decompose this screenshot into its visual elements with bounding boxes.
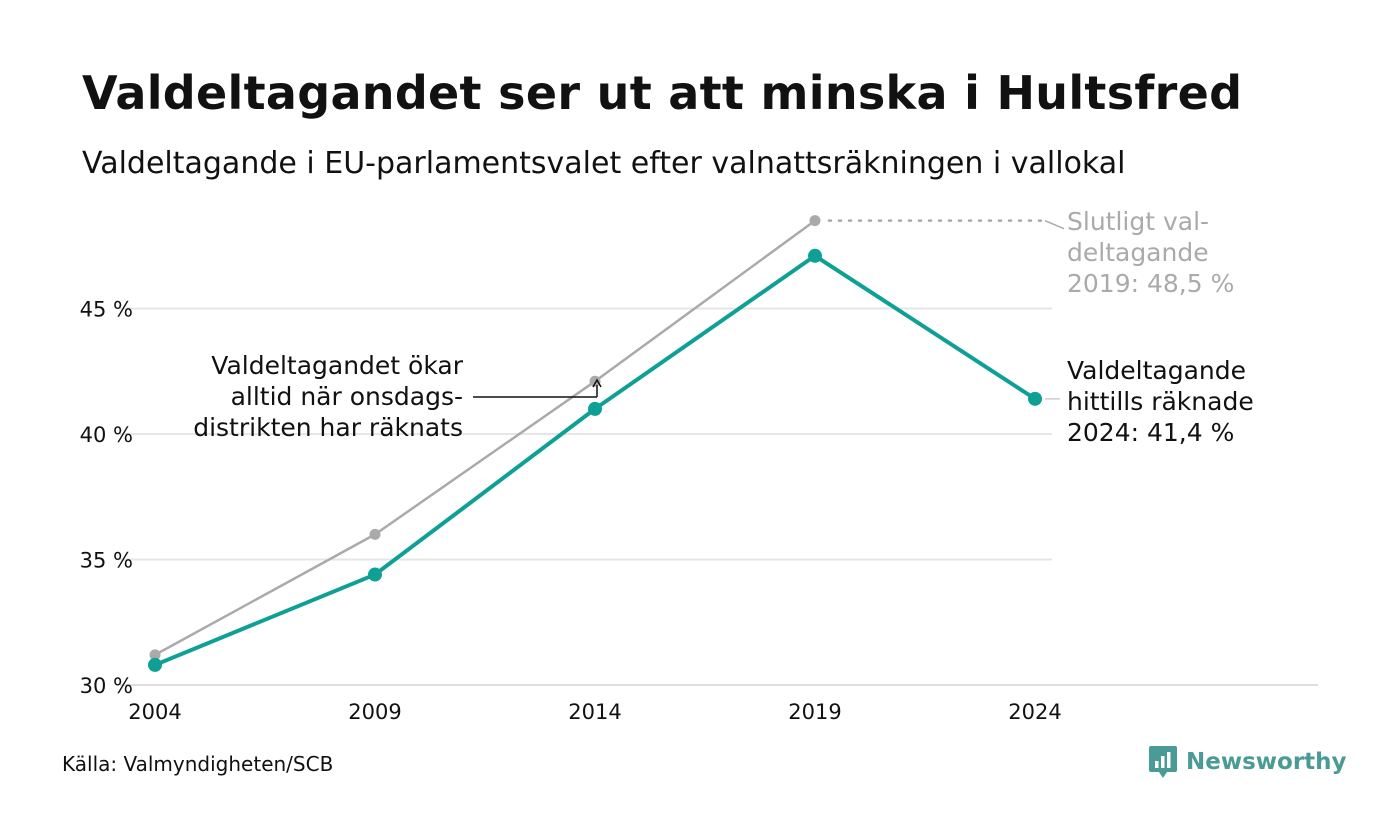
bar-chart-bubble-icon: [1149, 746, 1177, 778]
data-point-count: [1028, 391, 1042, 406]
annotation-final-2019: Slutligt val-deltagande 2019: 48,5 %: [1067, 207, 1234, 298]
annotation-wednesday: Valdeltagandet ökar alltid när onsdags-di…: [193, 351, 463, 442]
x-tick-label: 2019: [788, 700, 841, 724]
data-point-count: [588, 401, 602, 416]
annotation-line: deltagande: [1067, 238, 1209, 267]
brand-logo: Newsworthy: [1148, 744, 1347, 780]
data-point-final: [809, 215, 821, 227]
x-tick-label: 2009: [348, 700, 401, 724]
y-tick-label: 40 %: [80, 423, 133, 447]
series-line-count: [154, 253, 1037, 667]
annotation-line: alltid när onsdags-: [231, 382, 463, 411]
data-point-count: [808, 248, 822, 263]
data-point-count: [148, 657, 162, 672]
lines-layer: [148, 215, 1042, 672]
source-note: Källa: Valmyndigheten/SCB: [62, 752, 334, 776]
chart-title: Valdeltagandet ser ut att minska i Hults…: [82, 66, 1243, 120]
data-point-count: [368, 567, 382, 582]
axis-layer: 30 % 35 % 40 % 45 % 2004 2009 2014 2019 2024: [80, 298, 1062, 725]
annotation-count-2024: Valdeltagande hittills räknade 2024: 41,4 …: [1067, 356, 1254, 447]
y-tick-label: 45 %: [80, 298, 133, 322]
y-tick-label: 35 %: [80, 549, 133, 573]
chart-subtitle: Valdeltagande i EU-parlamentsvalet efter…: [82, 146, 1126, 181]
annotation-line: Valdeltagandet ökar: [211, 351, 463, 380]
annotation-line: Slutligt val-: [1067, 207, 1209, 236]
brand-name: Newsworthy: [1186, 749, 1347, 775]
annotation-line: Valdeltagande: [1067, 356, 1246, 385]
annotation-line: 2024: 41,4 %: [1067, 418, 1234, 447]
annotation-layer: Slutligt val-deltagande 2019: 48,5 % Valde…: [193, 207, 1253, 447]
x-tick-label: 2014: [568, 700, 621, 724]
series-line-final: [154, 219, 816, 656]
data-point-final: [149, 649, 161, 661]
x-tick-label: 2004: [128, 700, 181, 724]
annotation-line: 2019: 48,5 %: [1067, 269, 1234, 298]
final-leader-tick: [1044, 219, 1065, 230]
annotation-line: distrikten har räknats: [193, 413, 463, 442]
data-point-final: [589, 375, 601, 387]
x-tick-label: 2024: [1008, 700, 1061, 724]
data-point-final: [369, 528, 381, 540]
wednesday-pointer-arrowhead: [592, 378, 602, 388]
y-tick-label: 30 %: [80, 674, 133, 698]
annotation-line: hittills räknade: [1067, 387, 1254, 416]
